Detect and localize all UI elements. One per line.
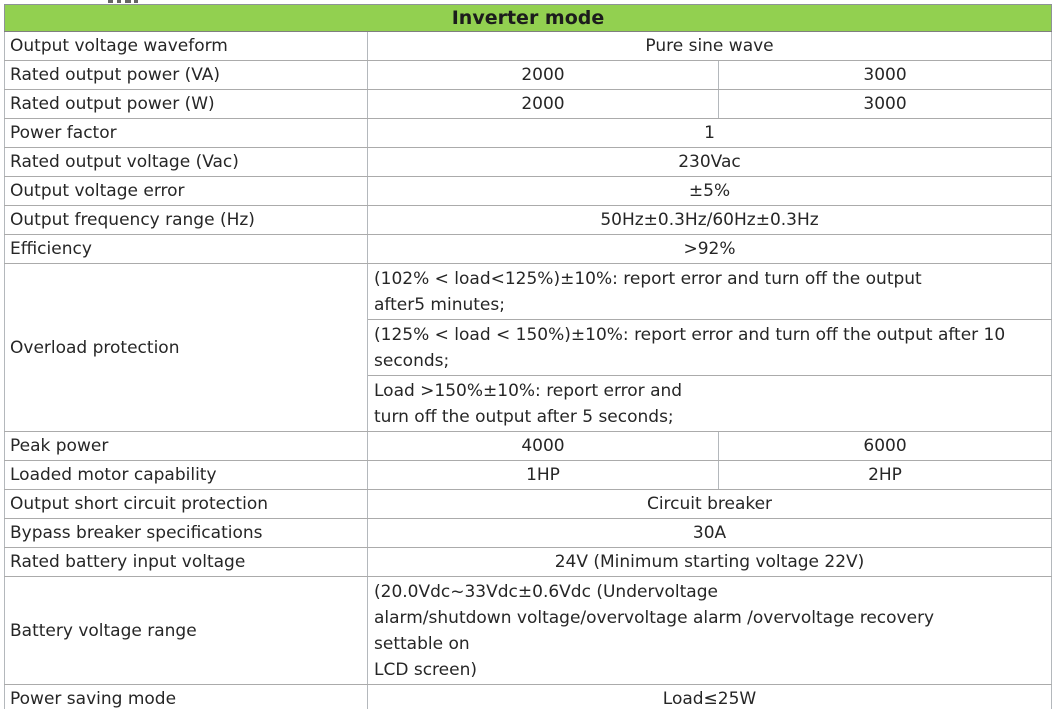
table-row: Rated battery input voltage 24V (Minimum… — [4, 547, 1053, 577]
row-label: Power factor — [4, 118, 368, 148]
row-value: 50Hz±0.3Hz/60Hz±0.3Hz — [366, 205, 1053, 235]
row-value: 230Vac — [366, 147, 1053, 177]
row-label: Loaded motor capability — [4, 460, 368, 490]
row-label: Output short circuit protection — [4, 489, 368, 519]
row-value: >92% — [366, 234, 1053, 264]
table-row-battery-range: Battery voltage range (20.0Vdc~33Vdc±0.6… — [4, 576, 1053, 685]
row-value-model2: 6000 — [717, 431, 1053, 461]
overload-condition-2: (125% < load < 150%)±10%: report error a… — [366, 319, 1053, 376]
row-value: Pure sine wave — [366, 31, 1053, 61]
table-row: Output short circuit protection Circuit … — [4, 489, 1053, 519]
table-title: Inverter mode — [3, 4, 1053, 32]
row-label: Rated output voltage (Vac) — [4, 147, 368, 177]
row-label: Rated output power (W) — [4, 89, 368, 119]
table-row: Rated output power (VA) 2000 3000 — [4, 60, 1053, 90]
table-row: Output voltage error ±5% — [4, 176, 1053, 206]
row-value-model2: 2HP — [717, 460, 1053, 490]
table-row: Power factor 1 — [4, 118, 1053, 148]
row-value: 24V (Minimum starting voltage 22V) — [366, 547, 1053, 577]
row-value-model1: 2000 — [367, 60, 719, 90]
row-label: Efficiency — [4, 234, 368, 264]
row-value: Circuit breaker — [366, 489, 1053, 519]
row-value: 1 — [366, 118, 1053, 148]
row-value: ±5% — [366, 176, 1053, 206]
table-row: Efficiency >92% — [4, 234, 1053, 264]
table-row: Peak power 4000 6000 — [4, 431, 1053, 461]
table-row: Rated output voltage (Vac) 230Vac — [4, 147, 1053, 177]
row-label: Rated output power (VA) — [4, 60, 368, 90]
table-row: Power saving mode Load≤25W — [4, 684, 1053, 709]
cropped-text-fragment — [108, 0, 142, 3]
row-value-model1: 2000 — [367, 89, 719, 119]
row-label: Overload protection — [4, 263, 368, 432]
table-row: Loaded motor capability 1HP 2HP — [4, 460, 1053, 490]
table-row: Rated output power (W) 2000 3000 — [4, 89, 1053, 119]
table-row-overload: Overload protection (102% < load<125%)±1… — [4, 263, 1053, 432]
row-label: Battery voltage range — [4, 576, 368, 685]
row-label: Rated battery input voltage — [4, 547, 368, 577]
table-row: Bypass breaker specifications 30A — [4, 518, 1053, 548]
row-label: Output voltage waveform — [4, 31, 368, 61]
row-value: 30A — [366, 518, 1053, 548]
table-header-row: Inverter mode — [3, 4, 1053, 32]
row-label: Peak power — [4, 431, 368, 461]
table-row-overload: (125% < load < 150%)±10%: report error a… — [5, 319, 1053, 376]
row-value-model1: 1HP — [367, 460, 719, 490]
row-value: (20.0Vdc~33Vdc±0.6Vdc (Undervoltage alar… — [366, 576, 1053, 685]
inverter-spec-table: Inverter mode Output voltage waveform Pu… — [3, 4, 1053, 709]
row-label: Output voltage error — [4, 176, 368, 206]
table-row: Output voltage waveform Pure sine wave — [4, 31, 1053, 61]
row-label: Power saving mode — [4, 684, 368, 709]
row-value-model2: 3000 — [717, 89, 1053, 119]
overload-condition-1: (102% < load<125%)±10%: report error and… — [366, 263, 1053, 320]
row-value-model2: 3000 — [717, 60, 1053, 90]
table-row: Output frequency range (Hz) 50Hz±0.3Hz/6… — [4, 205, 1053, 235]
row-value-model1: 4000 — [367, 431, 719, 461]
overload-condition-3: Load >150%±10%: report error and turn of… — [366, 375, 1053, 432]
row-value: Load≤25W — [366, 684, 1053, 709]
row-label: Output frequency range (Hz) — [4, 205, 368, 235]
row-label: Bypass breaker specifications — [4, 518, 368, 548]
